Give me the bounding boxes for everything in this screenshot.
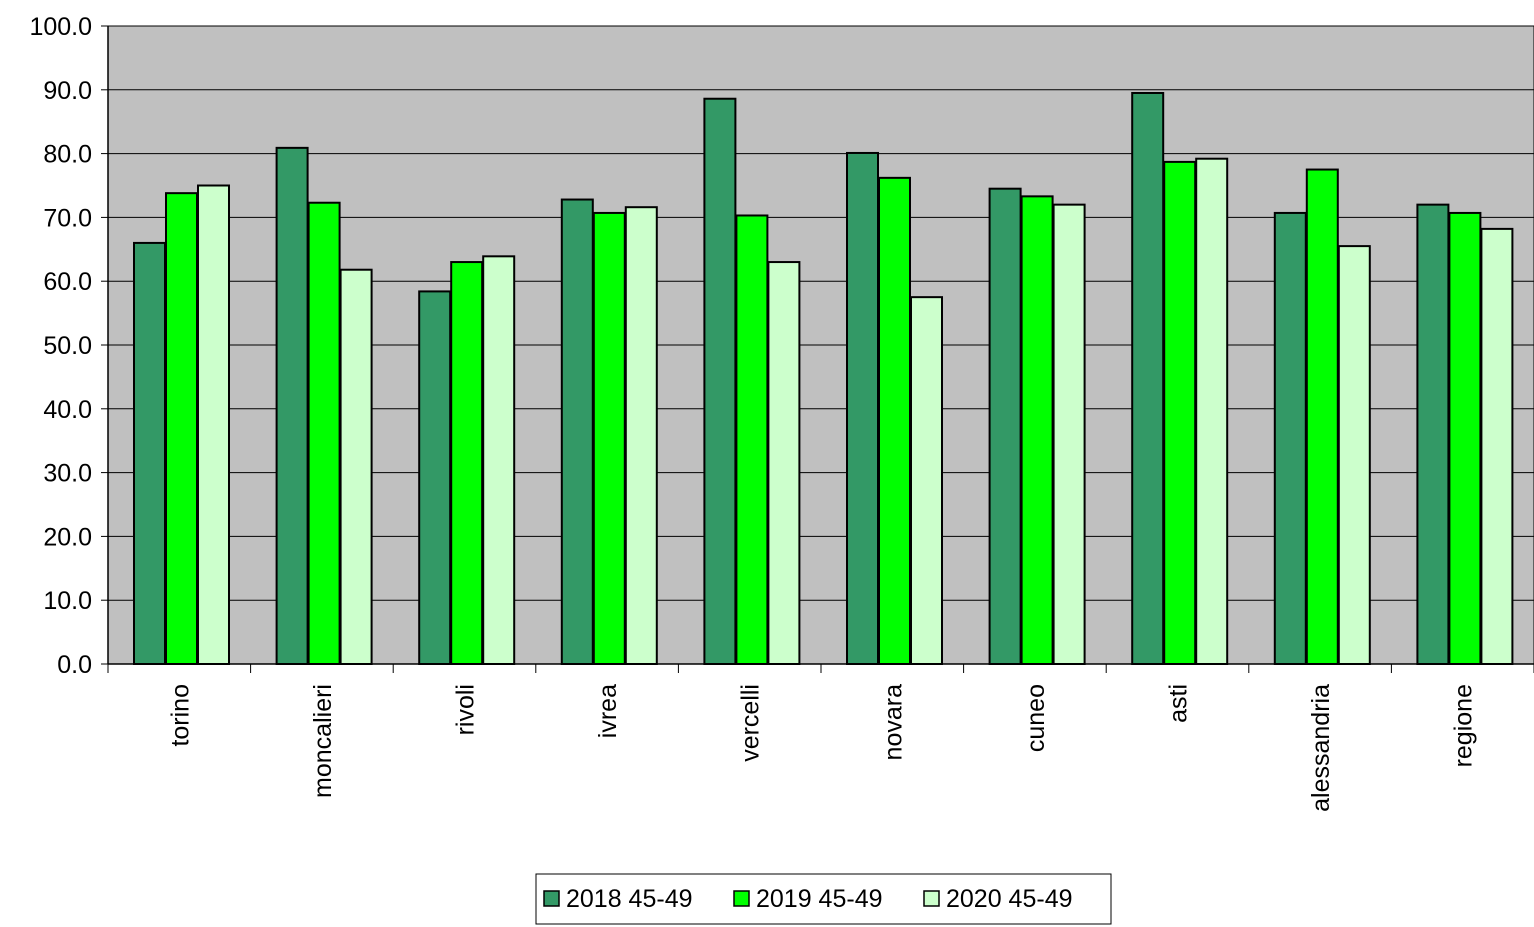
bar-vercelli-0: [703, 97, 737, 666]
x-tick-label: moncalieri: [309, 684, 337, 798]
x-tick-label: cuneo: [1022, 684, 1050, 752]
x-axis-ticks: torino moncalieri rivoli ivrea vercelli novar…: [107, 664, 1534, 812]
bar-regione-2: [1480, 227, 1514, 665]
bar-regione-1: [1448, 211, 1482, 666]
y-tick-label: 10.0: [43, 587, 92, 615]
y-tick-label: 30.0: [43, 460, 92, 488]
legend-box: [535, 873, 1112, 925]
bar-alessandria-1: [1305, 168, 1339, 666]
bar-torino-2: [197, 184, 230, 665]
legend-swatch: [543, 890, 560, 907]
bar-asti-0: [1131, 91, 1165, 666]
bar-asti-1: [1163, 160, 1197, 665]
y-tick-label: 100.0: [29, 13, 92, 41]
bar-novara-2: [910, 296, 943, 665]
legend-swatch: [733, 890, 750, 907]
bar-cuneo-1: [1020, 195, 1054, 665]
bar-rivoli-1: [450, 261, 484, 665]
y-tick-label: 80.0: [43, 141, 92, 169]
bar-vercelli-2: [767, 261, 801, 665]
bar-ivrea-0: [560, 198, 594, 665]
bars: [133, 91, 1514, 666]
x-tick-label: rivoli: [452, 684, 480, 735]
x-tick-label: novara: [879, 684, 907, 761]
legend-label: 2018 45-49: [566, 885, 693, 913]
bar-novara-0: [846, 151, 879, 665]
y-tick-label: 40.0: [43, 396, 92, 424]
bar-cuneo-0: [988, 187, 1022, 665]
x-tick-label: alessandria: [1307, 684, 1335, 812]
y-tick-label: 0.0: [57, 651, 92, 679]
y-tick-label: 60.0: [43, 268, 92, 296]
bar-alessandria-2: [1337, 245, 1371, 666]
bar-rivoli-0: [418, 290, 452, 665]
x-tick-label: vercelli: [737, 684, 765, 762]
bar-torino-1: [165, 192, 198, 665]
x-tick-label: regione: [1450, 684, 1478, 767]
legend-label: 2019 45-49: [756, 885, 883, 913]
bar-moncalieri-0: [275, 146, 309, 666]
x-tick-label: ivrea: [594, 684, 622, 738]
legend: 2018 45-49 2019 45-49 2020 45-49: [535, 873, 1112, 925]
y-tick-label: 20.0: [43, 523, 92, 551]
bar-ivrea-2: [624, 206, 658, 666]
bar-asti-2: [1195, 157, 1229, 665]
legend-swatch: [923, 890, 940, 907]
bar-ivrea-1: [592, 211, 626, 666]
bar-vercelli-1: [735, 214, 769, 665]
legend-label: 2020 45-49: [946, 885, 1073, 913]
y-tick-label: 70.0: [43, 204, 92, 232]
bar-moncalieri-2: [339, 268, 373, 665]
bar-novara-1: [878, 176, 911, 665]
x-tick-label: asti: [1165, 684, 1193, 723]
y-tick-label: 90.0: [43, 77, 92, 105]
y-axis-ticks: 0.0 10.0 20.0 30.0 40.0 50.0 60.0 70.0 80.0 90.0 1…: [29, 13, 108, 679]
x-tick-label: torino: [166, 684, 194, 747]
bar-torino-0: [133, 241, 166, 665]
bar-rivoli-2: [482, 255, 516, 665]
y-tick-label: 50.0: [43, 332, 92, 360]
bar-moncalieri-1: [307, 201, 341, 665]
bar-regione-0: [1416, 203, 1450, 665]
bar-alessandria-0: [1273, 211, 1307, 666]
bar-cuneo-2: [1052, 203, 1086, 665]
